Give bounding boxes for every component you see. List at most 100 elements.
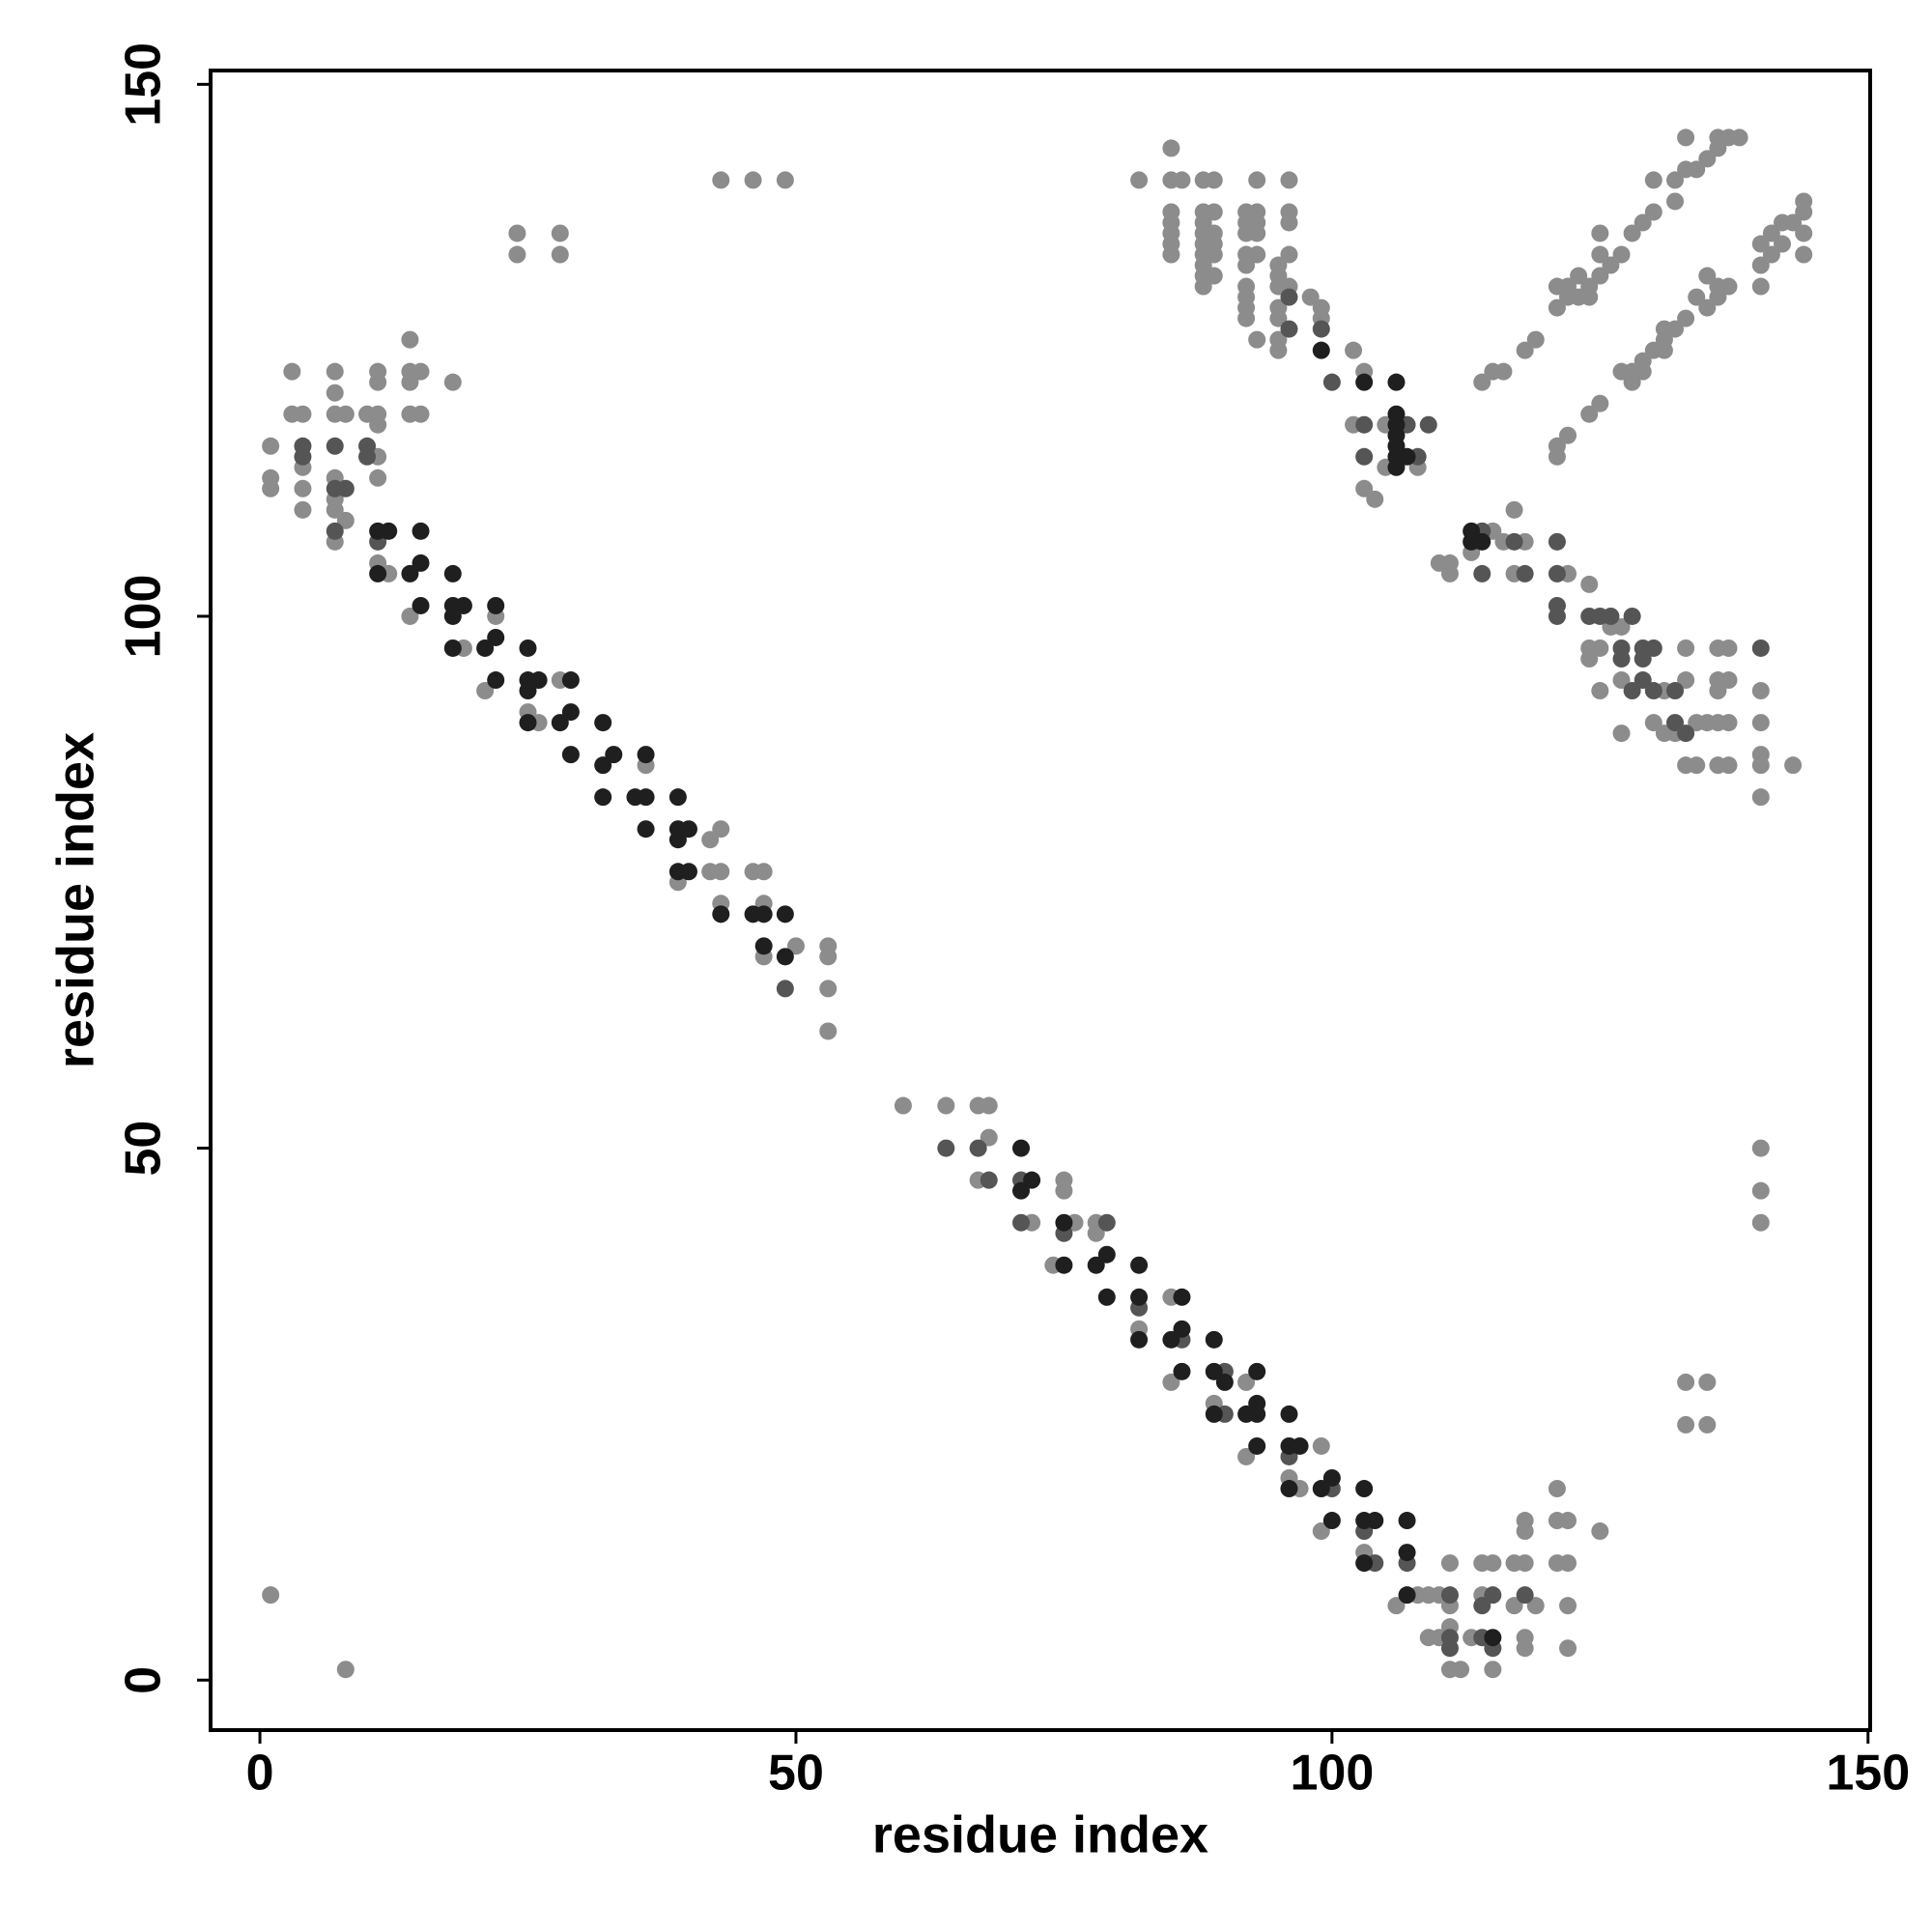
- point: [819, 1022, 838, 1040]
- point: [1548, 298, 1566, 317]
- point: [1023, 1171, 1041, 1189]
- point: [1612, 724, 1631, 743]
- point: [1440, 1554, 1459, 1573]
- point: [336, 405, 355, 423]
- point: [1205, 203, 1223, 221]
- point: [283, 362, 301, 381]
- point: [776, 905, 794, 923]
- point: [1559, 1512, 1577, 1530]
- point: [712, 820, 730, 838]
- point: [1312, 1480, 1330, 1498]
- point: [1795, 245, 1813, 264]
- point: [1612, 362, 1631, 381]
- point: [1237, 309, 1256, 327]
- point: [487, 628, 505, 646]
- point: [1505, 1554, 1523, 1573]
- point: [1452, 1661, 1470, 1679]
- point: [1548, 532, 1566, 551]
- point: [1591, 394, 1609, 412]
- point: [380, 522, 398, 540]
- point: [1366, 1512, 1384, 1530]
- point: [1751, 256, 1770, 274]
- point: [1280, 171, 1298, 189]
- point: [1709, 277, 1727, 296]
- point: [412, 522, 430, 540]
- point: [1591, 682, 1609, 700]
- point: [326, 362, 344, 381]
- point: [401, 405, 419, 423]
- point: [454, 596, 472, 614]
- point: [1623, 607, 1641, 625]
- point: [369, 469, 387, 487]
- point: [1795, 192, 1813, 211]
- x-tick-label: 50: [768, 1746, 824, 1802]
- point: [712, 171, 730, 189]
- point: [1591, 639, 1609, 657]
- point: [262, 437, 280, 455]
- point: [1516, 1586, 1534, 1605]
- point: [519, 682, 537, 700]
- point: [1312, 1522, 1330, 1541]
- point: [1130, 171, 1149, 189]
- point: [1634, 671, 1652, 690]
- point: [1688, 288, 1706, 306]
- point: [1516, 341, 1534, 359]
- point: [637, 788, 655, 807]
- plot-frame: [209, 69, 1872, 1732]
- point: [1719, 671, 1738, 690]
- point: [1762, 224, 1780, 242]
- point: [369, 564, 387, 582]
- point: [1301, 288, 1320, 306]
- point: [401, 607, 419, 625]
- point: [1312, 320, 1330, 338]
- point: [1688, 160, 1706, 179]
- point: [1398, 447, 1416, 466]
- point: [1055, 1181, 1073, 1200]
- point: [819, 980, 838, 998]
- point: [776, 980, 794, 998]
- point: [487, 596, 505, 614]
- point: [1205, 1362, 1223, 1380]
- point: [1751, 682, 1770, 700]
- point: [1173, 1288, 1191, 1306]
- point: [1666, 714, 1685, 732]
- point: [1655, 341, 1673, 359]
- x-tick-label: 100: [1290, 1746, 1374, 1802]
- point: [1387, 373, 1406, 391]
- point: [1559, 1639, 1577, 1658]
- point: [1698, 150, 1717, 168]
- point: [1398, 1544, 1416, 1562]
- point: [487, 671, 505, 690]
- point: [443, 639, 462, 657]
- point: [1280, 245, 1298, 264]
- point: [980, 1128, 998, 1147]
- point: [1548, 607, 1566, 625]
- point: [937, 1096, 955, 1115]
- point: [443, 607, 462, 625]
- point: [326, 522, 344, 540]
- point: [1130, 1256, 1149, 1274]
- point: [1677, 671, 1695, 690]
- point: [326, 437, 344, 455]
- point: [1773, 213, 1791, 232]
- point: [529, 671, 548, 690]
- point: [1623, 682, 1641, 700]
- y-axis-label: residue index: [46, 732, 104, 1068]
- point: [1055, 1213, 1073, 1232]
- point: [1248, 245, 1266, 264]
- point: [1751, 788, 1770, 807]
- point: [412, 362, 430, 381]
- point: [1237, 1373, 1256, 1391]
- point: [1505, 500, 1523, 519]
- point: [1322, 1468, 1341, 1487]
- point: [551, 224, 569, 242]
- point: [1655, 320, 1673, 338]
- point: [1173, 171, 1191, 189]
- point: [1269, 341, 1288, 359]
- point: [712, 905, 730, 923]
- point: [1505, 532, 1523, 551]
- point: [1484, 1629, 1502, 1647]
- point: [1591, 1522, 1609, 1541]
- point: [1762, 245, 1780, 264]
